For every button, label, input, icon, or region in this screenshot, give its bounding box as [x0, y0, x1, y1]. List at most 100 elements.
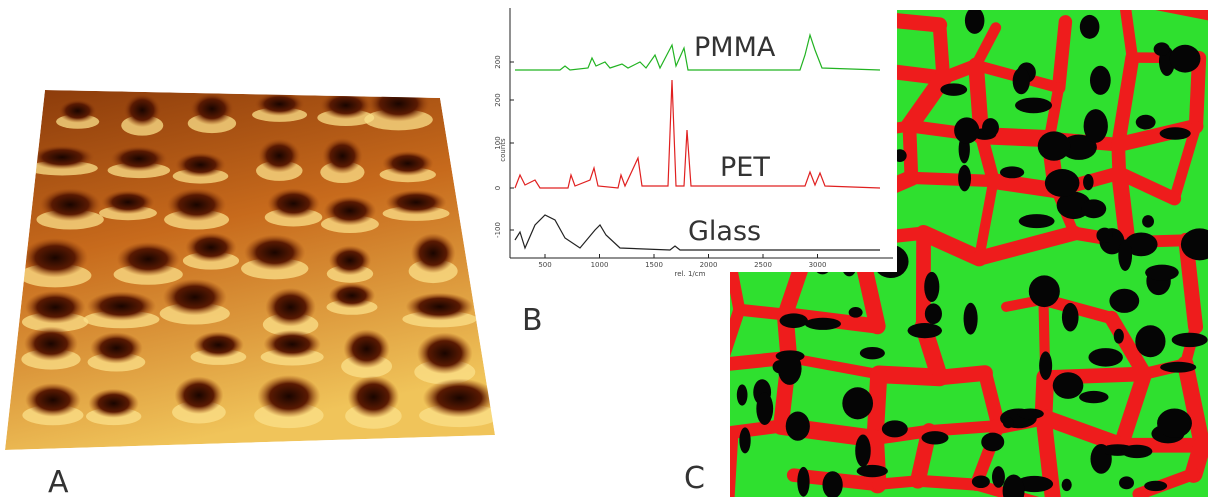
map-hole	[1121, 445, 1152, 458]
map-hole	[1160, 127, 1191, 140]
surface-pore	[30, 145, 95, 169]
map-hole	[1015, 98, 1052, 114]
surface-pore	[25, 291, 85, 324]
map-hole	[1160, 362, 1196, 373]
map-hole	[1081, 199, 1106, 218]
surface-pore	[102, 190, 155, 214]
raman-map	[718, 0, 1208, 497]
network-strand	[718, 113, 789, 131]
map-hole	[791, 233, 819, 255]
surface-pore	[267, 188, 319, 219]
map-hole	[965, 7, 985, 34]
map-hole	[1144, 481, 1167, 491]
map-hole	[1062, 479, 1072, 491]
map-hole	[1019, 214, 1055, 228]
map-hole	[1090, 66, 1111, 95]
map-hole	[1029, 275, 1060, 307]
map-hole	[871, 143, 898, 166]
network-strand	[929, 426, 998, 431]
map-hole	[954, 117, 979, 143]
network-strand	[728, 7, 811, 27]
y-tick-label: 0	[494, 186, 502, 190]
map-hole	[1109, 289, 1139, 313]
network-strand	[718, 66, 736, 131]
map-hole	[798, 152, 814, 162]
map-hole	[1119, 476, 1134, 489]
map-hole	[727, 83, 759, 111]
map-hole	[1136, 115, 1156, 130]
network-strand	[806, 68, 862, 80]
map-hole	[924, 272, 939, 302]
pet-spectrum	[515, 80, 880, 188]
spectrum-label: PMMA	[694, 32, 776, 63]
map-hole	[739, 427, 750, 453]
map-hole	[718, 115, 754, 134]
surface-pore	[255, 92, 305, 116]
map-hole	[842, 387, 873, 419]
map-hole	[1145, 265, 1179, 281]
surface-pore	[265, 288, 315, 327]
map-hole	[982, 118, 999, 137]
surface-pore	[117, 242, 180, 276]
map-hole	[1114, 329, 1124, 344]
map-hole	[1003, 417, 1014, 428]
panel-label: C	[684, 461, 705, 496]
network-strand	[728, 432, 732, 497]
map-hole	[921, 431, 948, 444]
spectra-chart: PMMA PET Glass counts rel. 1/cm 20020010…	[494, 8, 893, 278]
map-hole	[1080, 15, 1100, 39]
spectrum-label: Glass	[688, 216, 761, 247]
map-hole	[756, 392, 773, 425]
network-strand	[736, 66, 806, 80]
network-strand	[875, 374, 879, 438]
map-hole	[849, 307, 863, 318]
y-tick-label: 200	[494, 55, 502, 68]
map-hole	[908, 323, 942, 338]
surface-pore	[193, 332, 244, 359]
surface-pore	[89, 389, 139, 418]
network-strand	[878, 481, 918, 485]
network-strand	[1196, 58, 1199, 126]
map-hole	[797, 467, 809, 497]
map-hole	[856, 18, 876, 31]
surface-pore	[322, 138, 362, 174]
surface-pore	[329, 283, 375, 309]
network-strand	[862, 17, 940, 25]
map-hole	[1083, 174, 1094, 190]
network-strand	[728, 252, 739, 310]
panel-label: B	[522, 303, 543, 338]
map-hole	[1157, 409, 1192, 438]
map-hole	[958, 165, 971, 191]
map-hole	[737, 384, 748, 405]
x-tick-label: 1500	[645, 261, 663, 269]
map-hole	[972, 475, 990, 488]
surface-pore	[244, 235, 305, 271]
map-hole	[786, 412, 810, 441]
map-hole	[992, 466, 1005, 488]
map-hole	[1017, 408, 1044, 419]
x-tick-label: 500	[538, 261, 551, 269]
surface-pore	[423, 379, 496, 418]
map-hole	[799, 70, 817, 95]
y-tick-label: 100	[494, 136, 502, 149]
network-strand	[911, 178, 993, 181]
map-hole	[770, 204, 780, 228]
surface-pore	[22, 238, 88, 277]
map-hole	[757, 3, 783, 31]
surface-pore	[123, 93, 161, 127]
map-hole	[1096, 228, 1112, 243]
map-hole	[860, 347, 885, 359]
map-hole	[805, 318, 841, 330]
surface-pore	[87, 291, 156, 321]
x-axis-label: rel. 1/cm	[675, 270, 706, 278]
map-hole	[781, 58, 815, 87]
map-hole	[1172, 333, 1208, 347]
network-strand	[806, 7, 811, 80]
map-hole	[1084, 109, 1108, 143]
network-strand	[790, 187, 812, 236]
map-hole	[780, 313, 808, 328]
figure: A PMMA PET Glass counts rel. 1/cm 200200…	[0, 0, 1208, 497]
map-hole	[1079, 391, 1108, 403]
panel-label: A	[48, 465, 69, 497]
x-tick-label: 3000	[809, 261, 827, 269]
